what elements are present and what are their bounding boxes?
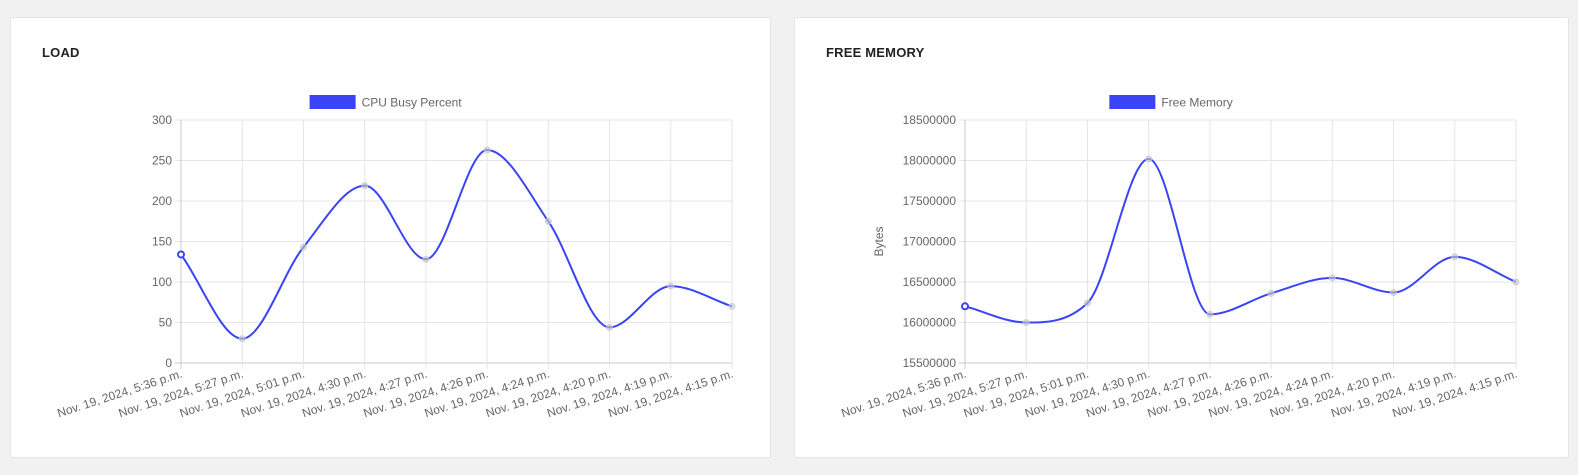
data-point[interactable] [728, 302, 736, 310]
y-tick-label: 16500000 [903, 275, 957, 289]
data-point[interactable] [1145, 155, 1153, 163]
data-point[interactable] [361, 182, 369, 190]
y-tick-label: 0 [165, 356, 172, 370]
y-tick-label: 200 [152, 194, 172, 208]
y-tick-label: 16000000 [903, 316, 957, 330]
data-point[interactable] [483, 146, 491, 154]
data-point[interactable] [177, 250, 185, 259]
y-tick-label: 17500000 [903, 194, 957, 208]
series-line [180, 148, 733, 340]
y-tick-label: 250 [152, 154, 172, 168]
load-chart-card: LOAD 0 50 100 150 200 250 300 Nov. 19, 2024, 5:… [10, 17, 771, 458]
data-point[interactable] [1390, 289, 1398, 297]
y-tick-label: 150 [152, 235, 172, 249]
data-point[interactable] [1022, 319, 1030, 326]
data-point[interactable] [961, 302, 969, 311]
legend-label: Free Memory [1161, 96, 1232, 110]
load-card-title: LOAD [42, 45, 80, 60]
data-point[interactable] [1451, 253, 1459, 261]
data-point[interactable] [1267, 289, 1275, 297]
y-tick-label: 17000000 [903, 235, 957, 249]
legend-label: CPU Busy Percent [362, 96, 463, 110]
legend-swatch [309, 95, 356, 109]
legend-item[interactable]: CPU Busy Percent [309, 95, 463, 110]
data-point[interactable] [1328, 274, 1336, 282]
y-tick-label: 300 [152, 113, 172, 127]
grid-lines [175, 119, 733, 369]
free-memory-chart-card: FREE MEMORY 15500000 16000000 16500000 1700… [794, 17, 1569, 458]
grid-lines [959, 119, 1517, 369]
legend-item[interactable]: Free Memory [1109, 95, 1233, 110]
data-point[interactable] [667, 282, 675, 290]
data-point[interactable] [544, 217, 552, 225]
data-point[interactable] [1083, 299, 1091, 307]
y-tick-label: 18000000 [903, 154, 957, 168]
y-tick-label: 15500000 [903, 356, 957, 370]
data-point[interactable] [299, 243, 307, 251]
data-point[interactable] [238, 335, 246, 343]
free-memory-line-chart: 15500000 16000000 16500000 17000000 17500000… [839, 95, 1520, 420]
data-point[interactable] [422, 255, 430, 263]
series-line [964, 157, 1517, 324]
data-point[interactable] [1206, 310, 1214, 318]
data-point[interactable] [1512, 278, 1520, 286]
y-tick-label: 50 [159, 316, 173, 330]
y-tick-label: 18500000 [903, 113, 957, 127]
data-point[interactable] [606, 323, 614, 331]
free-memory-card-title: FREE MEMORY [826, 45, 925, 60]
y-axis-label: Bytes [872, 226, 886, 256]
legend-swatch [1109, 95, 1156, 109]
y-tick-label: 100 [152, 275, 172, 289]
